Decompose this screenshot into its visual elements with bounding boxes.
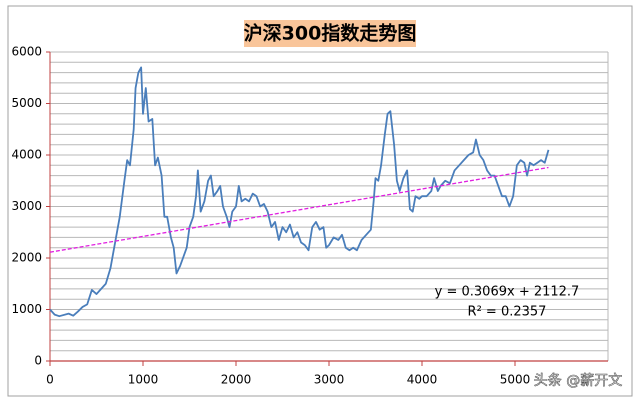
y-tick-label: 0 (34, 354, 42, 368)
y-tick-label: 6000 (11, 45, 42, 59)
trend-r-squared: R² = 0.2357 (468, 305, 547, 320)
watermark: 头条 @薪开文 (534, 372, 622, 389)
chart-frame (7, 5, 633, 397)
x-tick-label: 1000 (128, 373, 159, 387)
x-tick-label: 2000 (221, 373, 252, 387)
trend-equation: y = 0.3069x + 2112.7 (435, 285, 580, 300)
chart-title: 沪深300指数走势图 (244, 22, 417, 45)
y-tick-label: 2000 (11, 251, 42, 265)
x-tick-label: 5000 (500, 373, 531, 387)
x-tick-label: 4000 (407, 373, 438, 387)
title-box (244, 20, 416, 47)
y-tick-label: 5000 (11, 96, 42, 110)
y-tick-label: 3000 (11, 199, 42, 213)
x-tick-label: 3000 (314, 373, 345, 387)
data-line (49, 66, 550, 318)
x-tick-label: 0 (46, 373, 54, 387)
y-tick-label: 1000 (11, 302, 42, 316)
trendline (49, 166, 549, 253)
y-tick-label: 4000 (11, 148, 42, 162)
